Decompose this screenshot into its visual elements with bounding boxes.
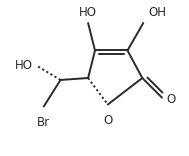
Text: HO: HO bbox=[79, 6, 97, 19]
Text: Br: Br bbox=[37, 116, 50, 129]
Text: OH: OH bbox=[148, 6, 166, 19]
Text: O: O bbox=[166, 93, 175, 106]
Text: O: O bbox=[103, 114, 112, 127]
Text: HO: HO bbox=[15, 59, 33, 72]
